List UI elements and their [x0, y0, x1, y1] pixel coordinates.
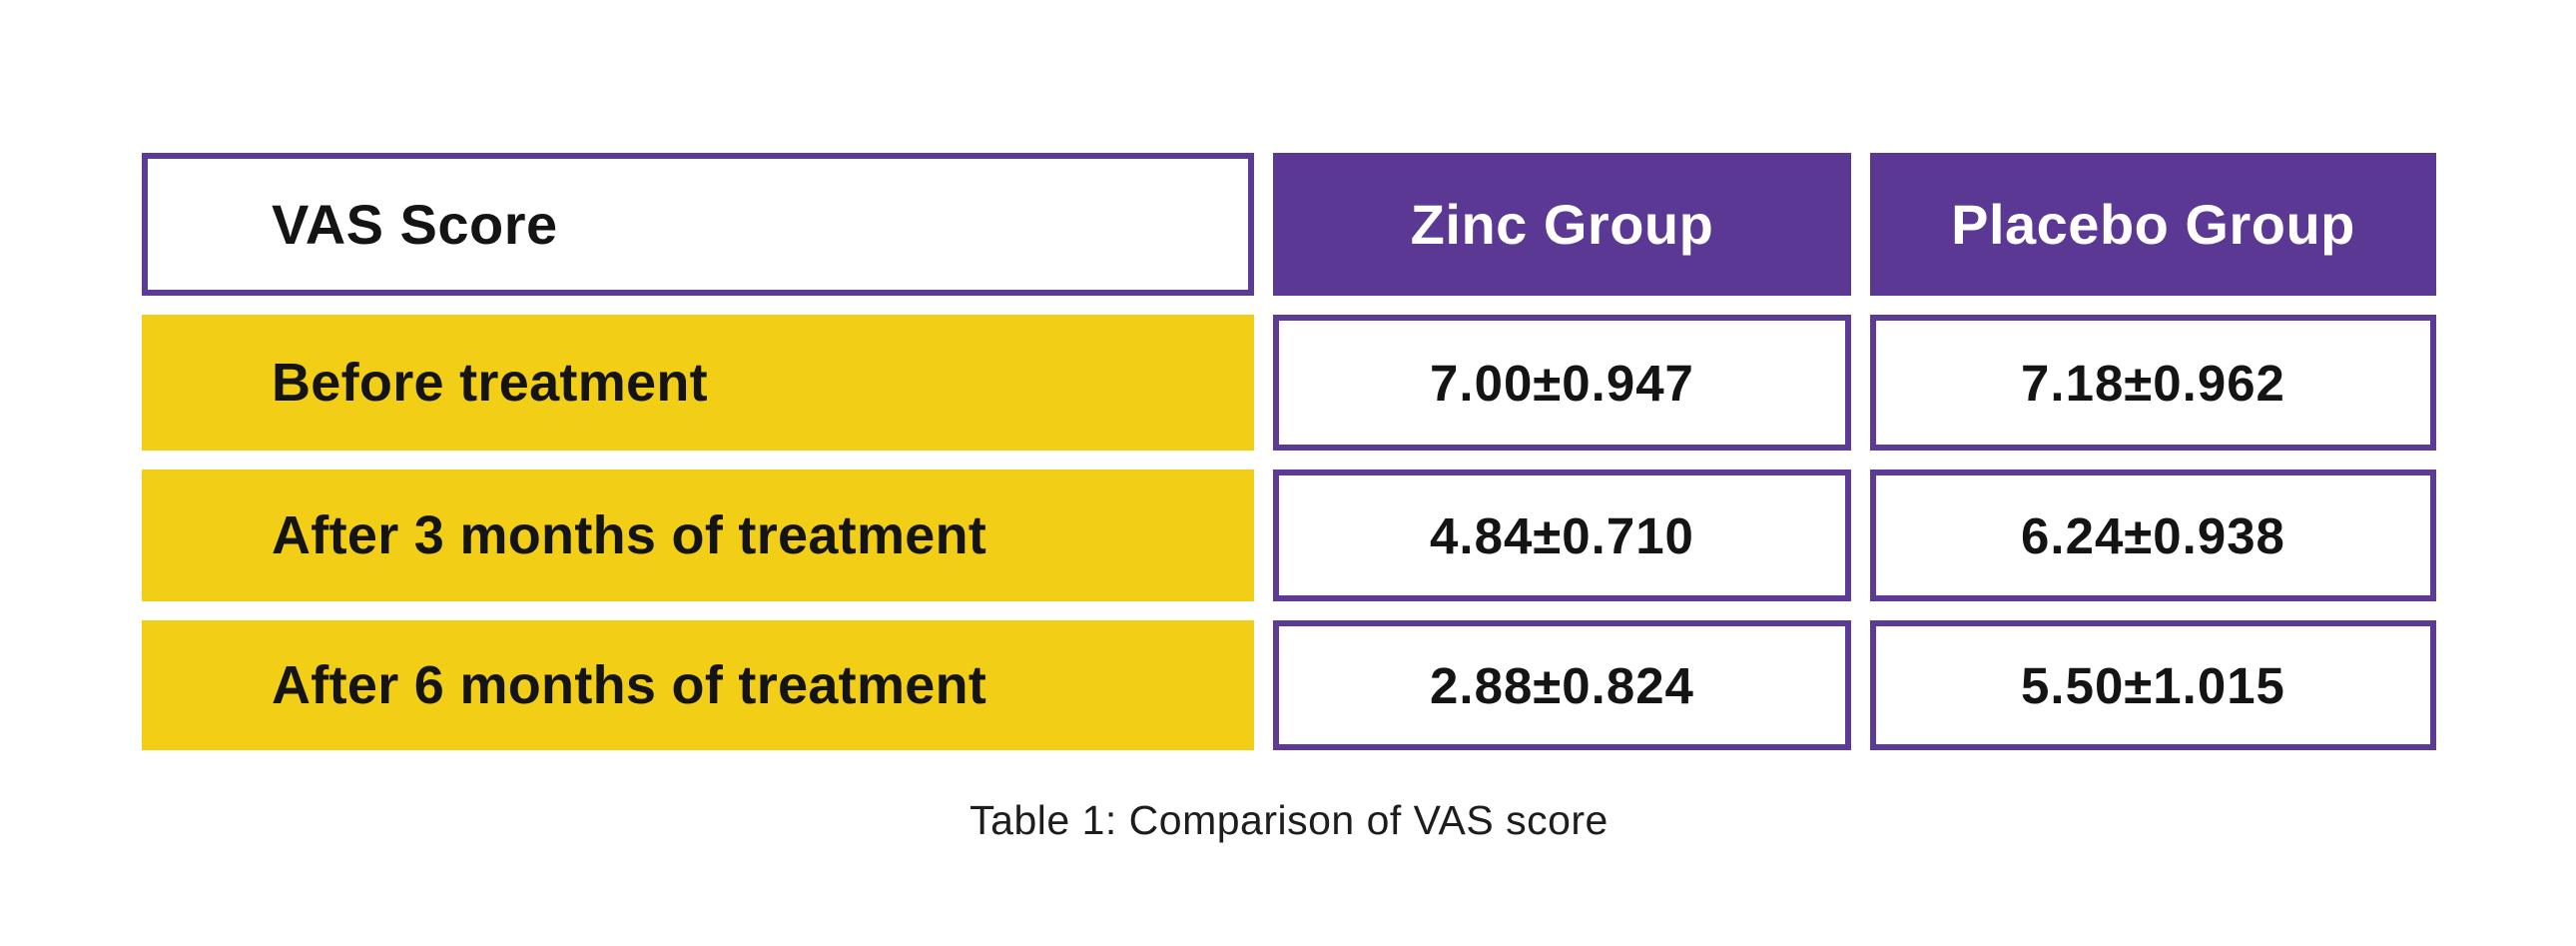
corner-header-label: VAS Score	[272, 193, 558, 256]
row-label-text: Before treatment	[272, 353, 708, 413]
value-text: 7.18±0.962	[2021, 354, 2285, 412]
value-text: 6.24±0.938	[2021, 506, 2285, 564]
value-placebo-after-3-months: 6.24±0.938	[1870, 470, 2436, 601]
placebo-group-header-label: Placebo Group	[1951, 193, 2355, 256]
value-zinc-after-3-months: 4.84±0.710	[1273, 470, 1851, 601]
zinc-group-header-label: Zinc Group	[1410, 193, 1714, 256]
row-label-text: After 6 months of treatment	[272, 655, 987, 715]
value-zinc-before-treatment: 7.00±0.947	[1273, 315, 1851, 451]
row-label-text: After 3 months of treatment	[272, 505, 987, 565]
row-label-before-treatment: Before treatment	[142, 315, 1254, 451]
table-caption: Table 1: Comparison of VAS score	[969, 797, 1609, 843]
column-header-placebo-group: Placebo Group	[1870, 153, 2436, 296]
value-placebo-after-6-months: 5.50±1.015	[1870, 620, 2436, 750]
value-text: 2.88±0.824	[1430, 656, 1694, 714]
column-header-zinc-group: Zinc Group	[1273, 153, 1851, 296]
value-placebo-before-treatment: 7.18±0.962	[1870, 315, 2436, 451]
value-text: 4.84±0.710	[1430, 506, 1694, 564]
value-text: 7.00±0.947	[1430, 354, 1694, 412]
row-label-after-3-months: After 3 months of treatment	[142, 470, 1254, 601]
value-text: 5.50±1.015	[2021, 656, 2285, 714]
corner-header-cell: VAS Score	[142, 153, 1254, 296]
row-label-after-6-months: After 6 months of treatment	[142, 620, 1254, 750]
value-zinc-after-6-months: 2.88±0.824	[1273, 620, 1851, 750]
vas-comparison-table: VAS Score Zinc Group Placebo Group Befor…	[142, 153, 2436, 750]
